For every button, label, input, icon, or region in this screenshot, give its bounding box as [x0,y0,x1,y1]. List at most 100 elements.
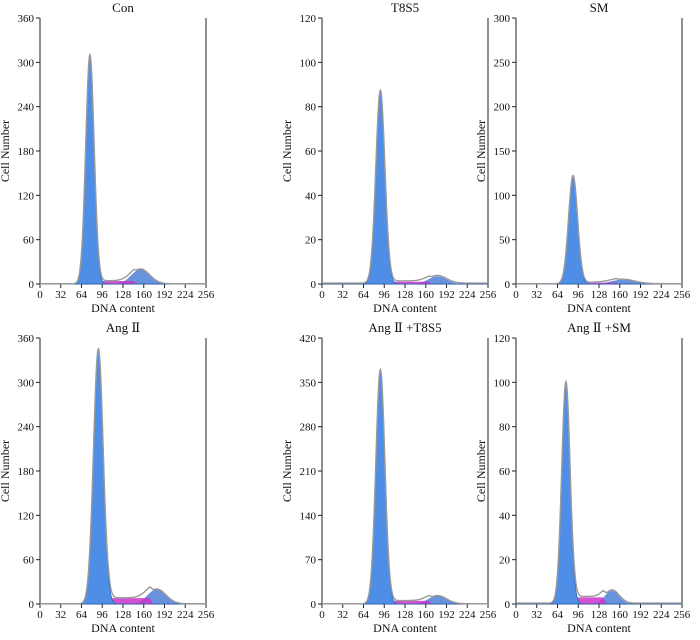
x-tick-label: 32 [55,289,66,301]
x-tick-label: 96 [97,609,109,621]
x-tick-label: 0 [37,609,43,621]
x-tick-label: 64 [76,609,88,621]
x-tick-label: 256 [198,289,215,301]
x-tick-label: 128 [591,609,608,621]
x-axis-title: DNA content [91,621,155,635]
x-axis-title: DNA content [567,301,631,315]
panel-title: T8S5 [391,0,419,15]
g1-peak [516,381,682,605]
g1-peak [40,348,206,605]
x-tick-label: 160 [612,289,629,301]
g2-peak [322,276,488,284]
y-tick-label: 300 [18,377,35,389]
panel-title: Ang Ⅱ +SM [567,320,631,335]
y-tick-label: 0 [311,279,317,291]
y-axis-title: Cell Number [280,120,294,182]
y-tick-label: 0 [311,599,317,611]
y-tick-label: 360 [18,13,35,25]
y-tick-label: 60 [23,235,35,247]
fit-envelope-line [40,347,206,605]
x-tick-label: 32 [531,289,542,301]
histogram-panel-1: Con Cell Number DNA content 0 60 120 180 240 300… [0,0,215,315]
g1-peak [322,368,488,605]
x-axis-title: DNA content [373,621,437,635]
g1-peak [516,175,682,285]
histogram-panel-4: Ang Ⅱ Cell Number DNA content 0 60 120 180 240 3… [0,320,215,635]
x-tick-label: 256 [674,289,691,301]
y-axis-title: Cell Number [0,440,12,502]
panel-title: Con [112,0,134,15]
y-tick-label: 180 [18,146,35,158]
x-tick-label: 32 [337,289,348,301]
y-tick-label: 420 [300,333,317,345]
y-tick-label: 0 [29,599,35,611]
x-tick-label: 192 [632,289,649,301]
x-tick-label: 160 [418,609,435,621]
x-tick-label: 64 [552,609,564,621]
s-phase-band [516,282,682,284]
x-tick-label: 128 [591,289,608,301]
y-tick-label: 240 [18,422,35,434]
panel-title: SM [590,0,609,15]
histogram-panel-3: SM Cell Number DNA content 0 50 100 150 200 250 3… [474,0,691,315]
x-tick-label: 0 [37,289,43,301]
histogram-panel-6: Ang Ⅱ +SM Cell Number DNA content 0 20 40 60 80… [474,320,691,635]
histogram-panel-2: T8S5 Cell Number DNA content 0 20 40 60 80 100 12… [280,0,497,315]
g2-peak [322,595,488,604]
s-phase-band [516,597,682,604]
x-tick-label: 96 [573,289,585,301]
s-phase-band [322,281,488,284]
y-tick-label: 80 [499,422,511,434]
fit-envelope-line [40,53,206,285]
fit-envelope-line [322,367,488,605]
x-tick-label: 128 [115,609,132,621]
x-tick-label: 192 [632,609,649,621]
y-tick-label: 240 [18,102,35,114]
x-tick-label: 224 [653,609,670,621]
y-tick-label: 40 [499,510,511,522]
s-phase-band [40,281,206,284]
x-tick-label: 160 [612,609,629,621]
histogram-panel-5: Ang Ⅱ +T8S5 Cell Number DNA content 0 70 140 2… [280,320,497,635]
x-tick-label: 224 [177,609,194,621]
s-phase-band [40,598,206,604]
x-tick-label: 192 [438,609,455,621]
x-axis-title: DNA content [91,301,155,315]
y-axis-title: Cell Number [474,120,488,182]
x-tick-label: 0 [319,609,325,621]
y-tick-label: 120 [300,13,317,25]
x-tick-label: 0 [513,289,519,301]
y-tick-label: 120 [18,510,35,522]
y-tick-label: 350 [300,377,317,389]
x-tick-label: 224 [459,289,476,301]
x-tick-label: 32 [55,609,66,621]
y-tick-label: 280 [300,422,317,434]
x-tick-label: 256 [674,609,691,621]
x-tick-label: 96 [379,609,391,621]
fit-envelope-line [322,88,488,284]
y-tick-label: 200 [494,102,511,114]
y-tick-label: 100 [494,190,511,202]
y-tick-label: 300 [18,57,35,69]
y-tick-label: 140 [300,510,317,522]
y-tick-label: 250 [494,57,511,69]
x-tick-label: 64 [552,289,564,301]
y-tick-label: 0 [505,279,511,291]
y-tick-label: 150 [494,146,511,158]
fit-envelope-line [516,174,682,285]
y-axis-title: Cell Number [280,440,294,502]
y-tick-label: 120 [18,190,35,202]
x-tick-label: 0 [513,609,519,621]
x-tick-label: 256 [480,609,497,621]
y-tick-label: 50 [499,235,511,247]
x-tick-label: 128 [397,289,414,301]
x-tick-label: 160 [136,609,153,621]
y-tick-label: 100 [300,57,317,69]
y-tick-label: 20 [499,555,511,567]
y-tick-label: 80 [305,102,317,114]
y-tick-label: 60 [305,146,317,158]
x-tick-label: 96 [573,609,585,621]
x-axis-title: DNA content [567,621,631,635]
